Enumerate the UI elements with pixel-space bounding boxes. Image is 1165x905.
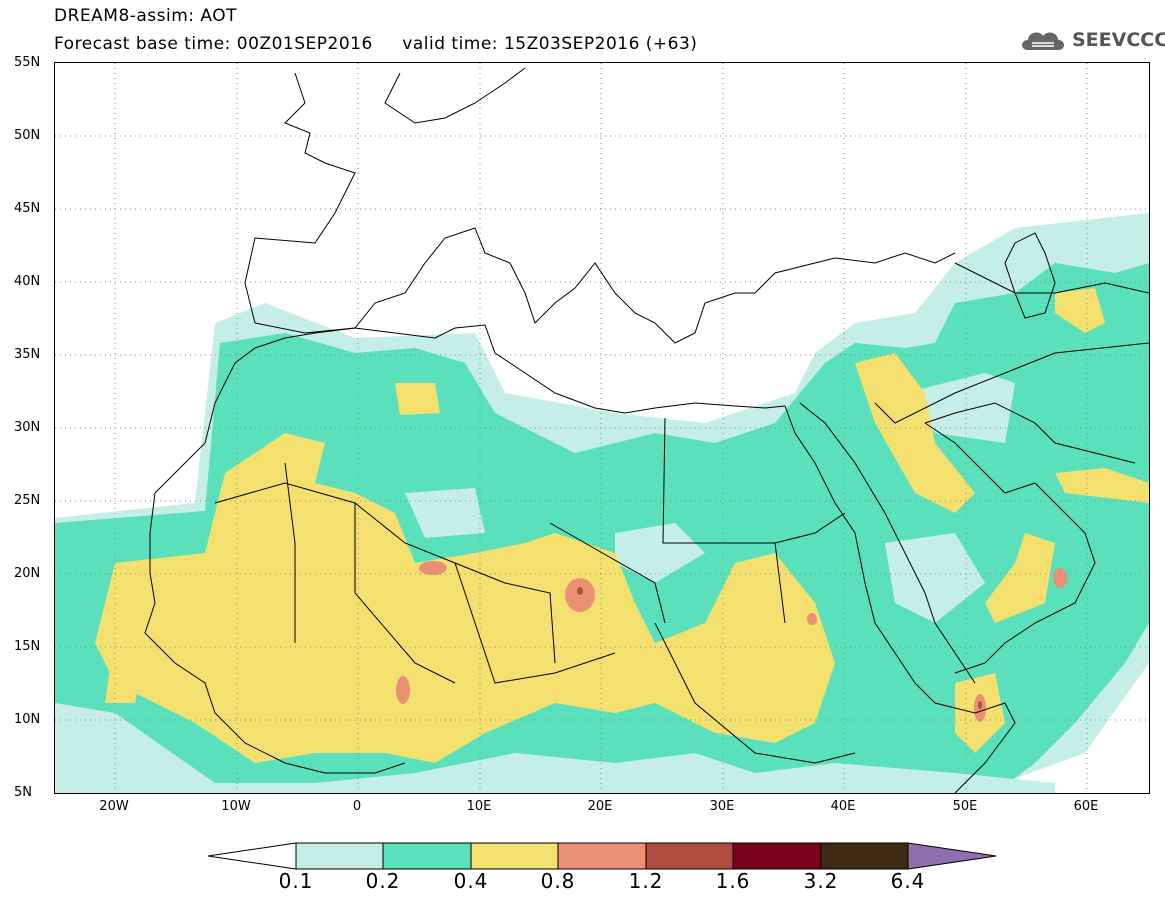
lon-label-40e: 40E	[830, 799, 856, 814]
colorbar-legend	[208, 842, 997, 870]
colorbar-bin	[382, 842, 472, 870]
lat-label-25n: 25N	[14, 493, 41, 508]
aot-map-svg	[55, 63, 1149, 793]
lat-label-55n: 55N	[14, 55, 41, 70]
aot-band-0-8	[396, 561, 1067, 722]
lon-label-20w: 20W	[99, 799, 129, 814]
lon-label-60e: 60E	[1073, 799, 1099, 814]
colorbar-label: 0.2	[365, 869, 401, 893]
aot-band-1-2	[577, 587, 982, 709]
lon-label-0: 0	[352, 799, 362, 814]
colorbar-bin	[732, 842, 822, 870]
colorbar-label: 6.4	[890, 869, 926, 893]
lon-label-10e: 10E	[466, 799, 492, 814]
map-title: DREAM8-assim: AOT	[54, 6, 238, 26]
colorbar-bin	[557, 842, 647, 870]
colorbar-bin	[820, 842, 909, 870]
lat-label-5n: 5N	[14, 785, 32, 800]
lon-label-30e: 30E	[709, 799, 735, 814]
colorbar-label: 0.8	[540, 869, 576, 893]
lat-label-10n: 10N	[14, 712, 41, 727]
lat-label-50n: 50N	[14, 128, 41, 143]
lat-label-15n: 15N	[14, 639, 41, 654]
colorbar-label: 3.2	[803, 869, 839, 893]
map-area[interactable]	[54, 62, 1150, 794]
lon-label-20e: 20E	[587, 799, 613, 814]
colorbar-bin	[295, 842, 384, 870]
colorbar-label: 1.2	[628, 869, 664, 893]
lon-label-10w: 10W	[221, 799, 251, 814]
lat-label-35n: 35N	[14, 347, 41, 362]
lon-label-50e: 50E	[952, 799, 978, 814]
colorbar-low-arrow	[208, 842, 297, 870]
map-gridlines	[55, 63, 1149, 793]
colorbar-bin	[645, 842, 734, 870]
lat-label-30n: 30N	[14, 420, 41, 435]
lat-label-40n: 40N	[14, 274, 41, 289]
cloud-logo-icon	[1022, 32, 1064, 50]
logo-text: SEEVCCC	[1072, 29, 1165, 51]
lat-label-45n: 45N	[14, 201, 41, 216]
seevccc-logo: SEEVCCC	[1018, 22, 1165, 58]
aot-band-0-4	[95, 288, 1149, 763]
colorbar-high-arrow	[907, 842, 997, 870]
colorbar-label: 0.1	[278, 869, 314, 893]
coastlines-borders	[144, 67, 1149, 793]
colorbar-bin	[470, 842, 559, 870]
colorbar-label: 0.4	[453, 869, 489, 893]
colorbar-label: 1.6	[715, 869, 751, 893]
map-subtitle: Forecast base time: 00Z01SEP2016 valid t…	[54, 34, 698, 54]
lat-label-20n: 20N	[14, 566, 41, 581]
